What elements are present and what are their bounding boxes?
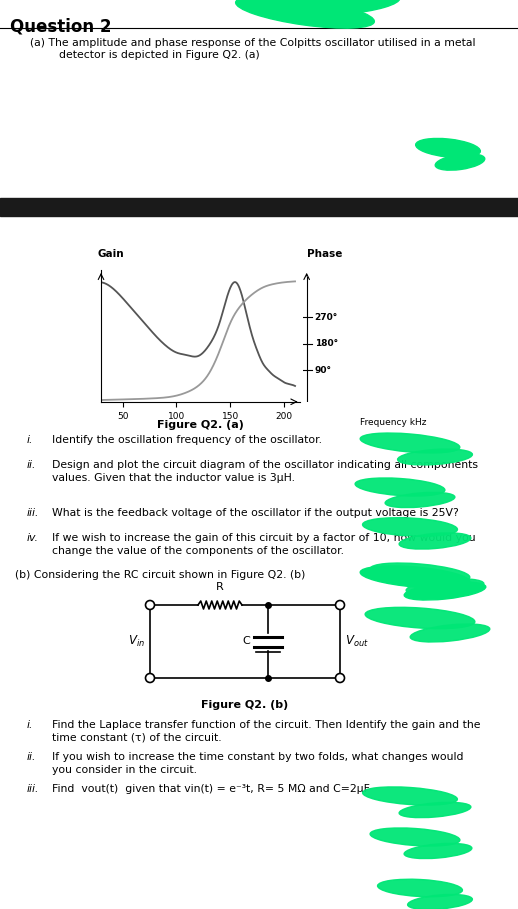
Text: iii.: iii. — [27, 508, 39, 518]
Ellipse shape — [404, 582, 486, 600]
Ellipse shape — [410, 624, 490, 642]
Text: What is the feedback voltage of the oscillator if the output voltage is 25V?: What is the feedback voltage of the osci… — [52, 508, 459, 518]
Circle shape — [146, 674, 154, 683]
Text: i.: i. — [27, 720, 34, 730]
Text: Figure Q2. (a): Figure Q2. (a) — [157, 419, 244, 430]
Text: $V_{out}$: $V_{out}$ — [345, 634, 369, 649]
Ellipse shape — [435, 154, 485, 170]
Ellipse shape — [365, 607, 475, 629]
Ellipse shape — [363, 517, 457, 536]
Text: Frequency kHz: Frequency kHz — [361, 417, 427, 426]
Ellipse shape — [370, 828, 460, 846]
Text: Find  vout(t)  given that vin(t) = e⁻³t, R= 5 MΩ and C=2μF: Find vout(t) given that vin(t) = e⁻³t, R… — [52, 784, 370, 794]
Ellipse shape — [399, 803, 471, 818]
Ellipse shape — [370, 563, 470, 583]
Text: Phase: Phase — [307, 249, 342, 259]
Ellipse shape — [290, 0, 400, 15]
Ellipse shape — [406, 579, 484, 595]
Text: C: C — [242, 636, 250, 646]
Text: R: R — [216, 582, 224, 592]
Ellipse shape — [398, 449, 472, 464]
Text: 90°: 90° — [314, 365, 332, 375]
Ellipse shape — [399, 533, 471, 549]
Ellipse shape — [236, 0, 375, 28]
Text: detector is depicted in Figure Q2. (a): detector is depicted in Figure Q2. (a) — [45, 50, 260, 60]
Text: ii.: ii. — [27, 460, 36, 470]
Text: Gain: Gain — [97, 249, 124, 259]
Bar — [0, 198, 518, 216]
Text: (b) Considering the RC circuit shown in Figure Q2. (b): (b) Considering the RC circuit shown in … — [15, 570, 306, 580]
Ellipse shape — [378, 879, 463, 897]
Text: Question 2: Question 2 — [10, 18, 111, 36]
Text: 270°: 270° — [314, 313, 338, 322]
Ellipse shape — [355, 478, 445, 496]
Text: values. Given that the inductor value is 3μH.: values. Given that the inductor value is… — [52, 473, 295, 483]
Text: Design and plot the circuit diagram of the oscillator indicating all components: Design and plot the circuit diagram of t… — [52, 460, 478, 470]
Ellipse shape — [360, 433, 460, 453]
Text: If we wish to increase the gain of this circuit by a factor of 10, how would you: If we wish to increase the gain of this … — [52, 533, 476, 543]
Circle shape — [336, 674, 344, 683]
Text: time constant (τ) of the circuit.: time constant (τ) of the circuit. — [52, 733, 222, 743]
Text: change the value of the components of the oscillator.: change the value of the components of th… — [52, 546, 344, 556]
Text: (a) The amplitude and phase response of the Colpitts oscillator utilised in a me: (a) The amplitude and phase response of … — [30, 38, 476, 48]
Text: If you wish to increase the time constant by two folds, what changes would: If you wish to increase the time constan… — [52, 752, 464, 762]
Text: iii.: iii. — [27, 784, 39, 794]
Text: i.: i. — [27, 435, 34, 445]
Text: Identify the oscillation frequency of the oscillator.: Identify the oscillation frequency of th… — [52, 435, 322, 445]
Ellipse shape — [415, 138, 480, 157]
Text: ii.: ii. — [27, 752, 36, 762]
Text: $V_{in}$: $V_{in}$ — [128, 634, 145, 649]
Ellipse shape — [360, 566, 470, 588]
Text: Figure Q2. (b): Figure Q2. (b) — [202, 700, 289, 710]
Circle shape — [146, 601, 154, 610]
Ellipse shape — [404, 844, 472, 859]
Text: 180°: 180° — [314, 339, 338, 348]
Text: you consider in the circuit.: you consider in the circuit. — [52, 765, 197, 775]
Circle shape — [336, 601, 344, 610]
Ellipse shape — [385, 493, 455, 507]
Text: Find the Laplace transfer function of the circuit. Then Identify the gain and th: Find the Laplace transfer function of th… — [52, 720, 481, 730]
Ellipse shape — [408, 894, 472, 909]
Ellipse shape — [363, 787, 457, 805]
Text: iv.: iv. — [27, 533, 39, 543]
